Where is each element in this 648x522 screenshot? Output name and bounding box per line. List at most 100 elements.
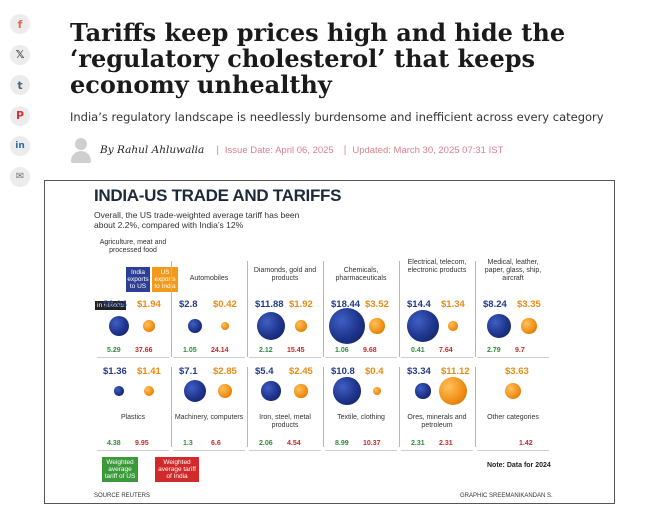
tariff-underline — [325, 450, 397, 451]
category-label: Plastics — [120, 414, 146, 421]
us-exports-value: $2.85 — [213, 366, 237, 377]
india-tariff-value: 9.7 — [515, 347, 525, 354]
tariff-underline — [325, 357, 397, 358]
category-label: Medical, leather, paper, glass, ship, ai… — [484, 259, 542, 282]
india-exports-bubble — [261, 381, 281, 401]
data-note: Note: Data for 2024 — [487, 462, 551, 469]
column-divider — [399, 367, 400, 447]
column-divider — [171, 261, 172, 357]
us-tariff-value: 1.05 — [183, 347, 197, 354]
us-exports-bubble — [294, 384, 308, 398]
tariff-underline — [173, 357, 245, 358]
us-exports-bubble — [521, 318, 537, 334]
india-tariff-value: 15.45 — [287, 347, 305, 354]
us-exports-bubble — [369, 318, 385, 334]
category-label: Machinery, computers — [174, 414, 244, 421]
us-exports-bubble — [448, 321, 458, 331]
graphic-title: INDIA-US TRADE AND TARIFFS — [94, 186, 342, 205]
divider: | — [343, 144, 347, 156]
india-exports-bubble — [183, 379, 207, 403]
column-divider — [475, 261, 476, 357]
updated-date: Updated: March 30, 2025 07:31 IST — [352, 144, 504, 156]
india-exports-value: $2.8 — [179, 299, 198, 310]
us-exports-value: $0.4 — [365, 366, 384, 377]
us-exports-bubble — [504, 382, 521, 399]
us-tariff-value: 1.06 — [335, 347, 349, 354]
india-exports-bubble — [486, 313, 512, 339]
us-tariff-value: 2.12 — [259, 347, 273, 354]
legend-india-exports: India exports to US — [126, 267, 150, 292]
india-exports-value: $8.24 — [483, 299, 507, 310]
avatar — [70, 137, 92, 163]
india-exports-value: $18.44 — [331, 299, 361, 310]
india-exports-bubble — [114, 386, 124, 396]
india-tariff-value: 2.31 — [439, 440, 453, 447]
category-label: Diamonds, gold and products — [253, 267, 317, 282]
india-exports-bubble — [415, 383, 431, 399]
us-exports-value: $1.94 — [137, 299, 161, 310]
india-tariff-value: 37.66 — [135, 347, 153, 354]
india-tariff-value: 9.68 — [363, 347, 377, 354]
share-bar: f 𝕏 t P in ✉ — [10, 14, 32, 197]
us-exports-bubble — [144, 386, 154, 396]
india-exports-bubble — [187, 318, 203, 334]
legend-us-tariff: Weighted average tariff of US — [102, 457, 138, 482]
india-exports-value: $14.4 — [407, 299, 431, 310]
us-exports-bubble — [295, 320, 307, 332]
us-exports-value: $1.92 — [289, 299, 313, 310]
column-divider — [475, 367, 476, 447]
facebook-icon[interactable]: f — [10, 14, 30, 34]
tariff-underline — [401, 357, 473, 358]
category-label: Textile, clothing — [337, 414, 385, 421]
author-link[interactable]: By Rahul Ahluwalia — [100, 144, 205, 156]
india-tariff-value: 1.42 — [519, 440, 533, 447]
category-label: Agriculture, meat and processed food — [99, 239, 167, 254]
email-icon[interactable]: ✉ — [10, 166, 30, 187]
us-tariff-value: 0.41 — [411, 347, 425, 354]
tariff-underline — [173, 450, 245, 451]
legend-india-tariff: Weighted average tariff of India — [155, 457, 199, 482]
column-divider — [399, 261, 400, 357]
us-exports-value: $0.42 — [213, 299, 237, 310]
linkedin-icon[interactable]: in — [10, 136, 30, 156]
tariff-underline — [97, 450, 169, 451]
us-tariff-value: 1.3 — [183, 440, 193, 447]
divider: | — [216, 144, 219, 156]
tariff-underline — [97, 357, 169, 358]
india-exports-value: $10.8 — [331, 366, 355, 377]
india-exports-value: $3.34 — [407, 366, 431, 377]
category-label: Chemicals, pharmaceuticals — [335, 267, 387, 282]
india-exports-value: $11.88 — [255, 299, 284, 310]
article-subtitle: India’s regulatory landscape is needless… — [70, 110, 604, 124]
pinterest-icon[interactable]: P — [10, 105, 30, 126]
us-tariff-value: 2.79 — [487, 347, 501, 354]
us-exports-value: $3.35 — [517, 299, 541, 310]
india-exports-bubble — [333, 377, 361, 405]
tumblr-icon[interactable]: t — [10, 75, 30, 95]
tariff-underline — [249, 357, 321, 358]
us-exports-bubble — [373, 387, 381, 395]
x-icon[interactable]: 𝕏 — [10, 44, 30, 65]
byline: By Rahul Ahluwalia | Issue Date: April 0… — [70, 137, 503, 163]
us-exports-bubble — [438, 376, 467, 405]
tariff-underline — [477, 450, 549, 451]
us-tariff-value: 2.06 — [259, 440, 273, 447]
us-exports-value: $11.12 — [441, 366, 470, 377]
india-exports-bubble — [407, 310, 439, 342]
us-exports-value: $3.52 — [365, 299, 389, 310]
tariff-underline — [249, 450, 321, 451]
india-tariff-value: 6.6 — [211, 440, 221, 447]
source-credit: SOURCE REUTERS — [94, 493, 151, 499]
us-tariff-value: 8.99 — [335, 440, 349, 447]
us-tariff-value: 4.38 — [107, 440, 121, 447]
us-exports-value: $2.45 — [289, 366, 313, 377]
trade-tariffs-infographic: INDIA-US TRADE AND TARIFFS Overall, the … — [44, 180, 615, 504]
category-label: Iron, steel, metal products — [259, 414, 311, 429]
category-label: Other categories — [487, 414, 539, 421]
column-divider — [323, 261, 324, 357]
us-exports-value: $1.41 — [137, 366, 161, 377]
column-divider — [247, 261, 248, 357]
us-exports-value: $1.34 — [441, 299, 465, 310]
article-title: Tariffs keep prices high and hide the ‘r… — [70, 18, 566, 99]
units-label: in billions — [95, 301, 126, 310]
